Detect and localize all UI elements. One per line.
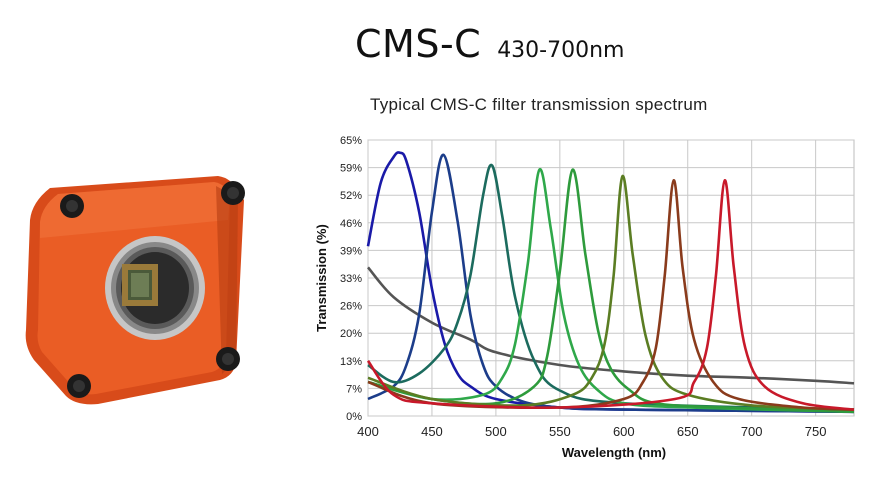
image-sensor: [122, 264, 158, 306]
product-name: CMS-C: [355, 22, 482, 66]
y-tick-label: 52%: [340, 190, 362, 202]
y-tick-label: 7%: [346, 383, 362, 395]
y-axis-label: Transmission (%): [314, 224, 329, 332]
x-tick-label: 600: [613, 424, 635, 439]
x-tick-label: 650: [677, 424, 699, 439]
y-tick-label: 39%: [340, 245, 362, 257]
x-tick-label: 450: [421, 424, 443, 439]
y-tick-label: 46%: [340, 218, 362, 230]
x-tick-label: 700: [741, 424, 763, 439]
series-line-8: [366, 178, 855, 411]
y-tick-label: 20%: [340, 328, 362, 340]
chart-title: Typical CMS-C filter transmission spectr…: [370, 95, 708, 114]
y-tick-label: 59%: [340, 163, 362, 175]
x-tick-label: 400: [357, 424, 379, 439]
product-heading: CMS-C 430-700nm: [355, 22, 624, 66]
y-tick-label: 26%: [340, 301, 362, 313]
y-axis-ticks: 0% 7% 13% 20% 26% 33% 39% 46% 52% 59% 65%: [340, 135, 362, 423]
y-tick-label: 33%: [340, 273, 362, 285]
chart-series: [366, 151, 855, 414]
y-tick-label: 0%: [346, 411, 362, 423]
y-tick-label: 13%: [340, 356, 362, 368]
series-line-9: [367, 266, 855, 385]
y-tick-label: 65%: [340, 135, 362, 147]
series-line-5: [367, 168, 855, 414]
wavelength-range: 430-700nm: [497, 38, 625, 63]
series-line-3: [367, 163, 855, 411]
camera-image: [25, 176, 245, 405]
x-axis-ticks: 400 450 500 550 600 650 700 750: [357, 424, 826, 439]
x-tick-label: 500: [485, 424, 507, 439]
x-tick-label: 550: [549, 424, 571, 439]
mounting-screws: [60, 181, 245, 398]
camera-body: [25, 176, 244, 405]
x-tick-label: 750: [805, 424, 827, 439]
x-axis-label: Wavelength (nm): [562, 445, 666, 460]
